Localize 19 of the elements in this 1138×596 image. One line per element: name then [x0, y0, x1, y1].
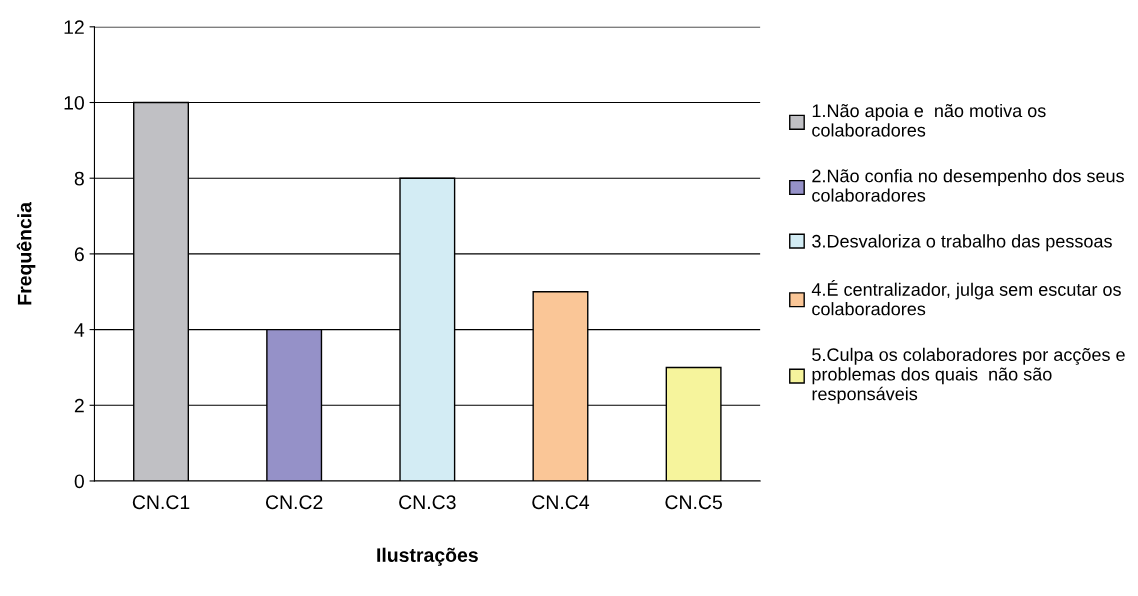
x-tick-label: CN.C5	[665, 495, 722, 510]
y-axis-title: Frequência	[16, 201, 36, 305]
x-tick-label: CN.C2	[265, 495, 323, 510]
y-tick-label: 4	[74, 323, 85, 337]
y-tick-label: 0	[74, 474, 84, 489]
y-tick-label: 12	[64, 20, 84, 34]
legend-label: 3.Desvaloriza o trabalho das pessoas	[812, 234, 1112, 252]
x-tick-label: CN.C1	[132, 495, 190, 510]
legend-label: 5.Culpa os colaboradores por acções e problemas dos quais não são responsáveis	[812, 347, 1125, 404]
x-tick-label: CN.C4	[532, 495, 590, 510]
y-tick-label: 10	[64, 95, 84, 110]
y-tick-label: 6	[74, 247, 84, 262]
x-tick-label: CN.C3	[399, 495, 456, 510]
legend-label: 1.Não apoia e não motiva os colaboradores	[812, 103, 1046, 137]
legend-label: 4.É centralizador, julga sem escutar os colaboradores	[811, 280, 1121, 316]
y-tick-label: 2	[74, 398, 84, 413]
x-axis-title: Ilustrações	[377, 547, 478, 566]
y-tick-label: 8	[74, 171, 84, 186]
legend-label: 2.Não confia no desempenho dos seus colaboradores	[812, 169, 1124, 202]
